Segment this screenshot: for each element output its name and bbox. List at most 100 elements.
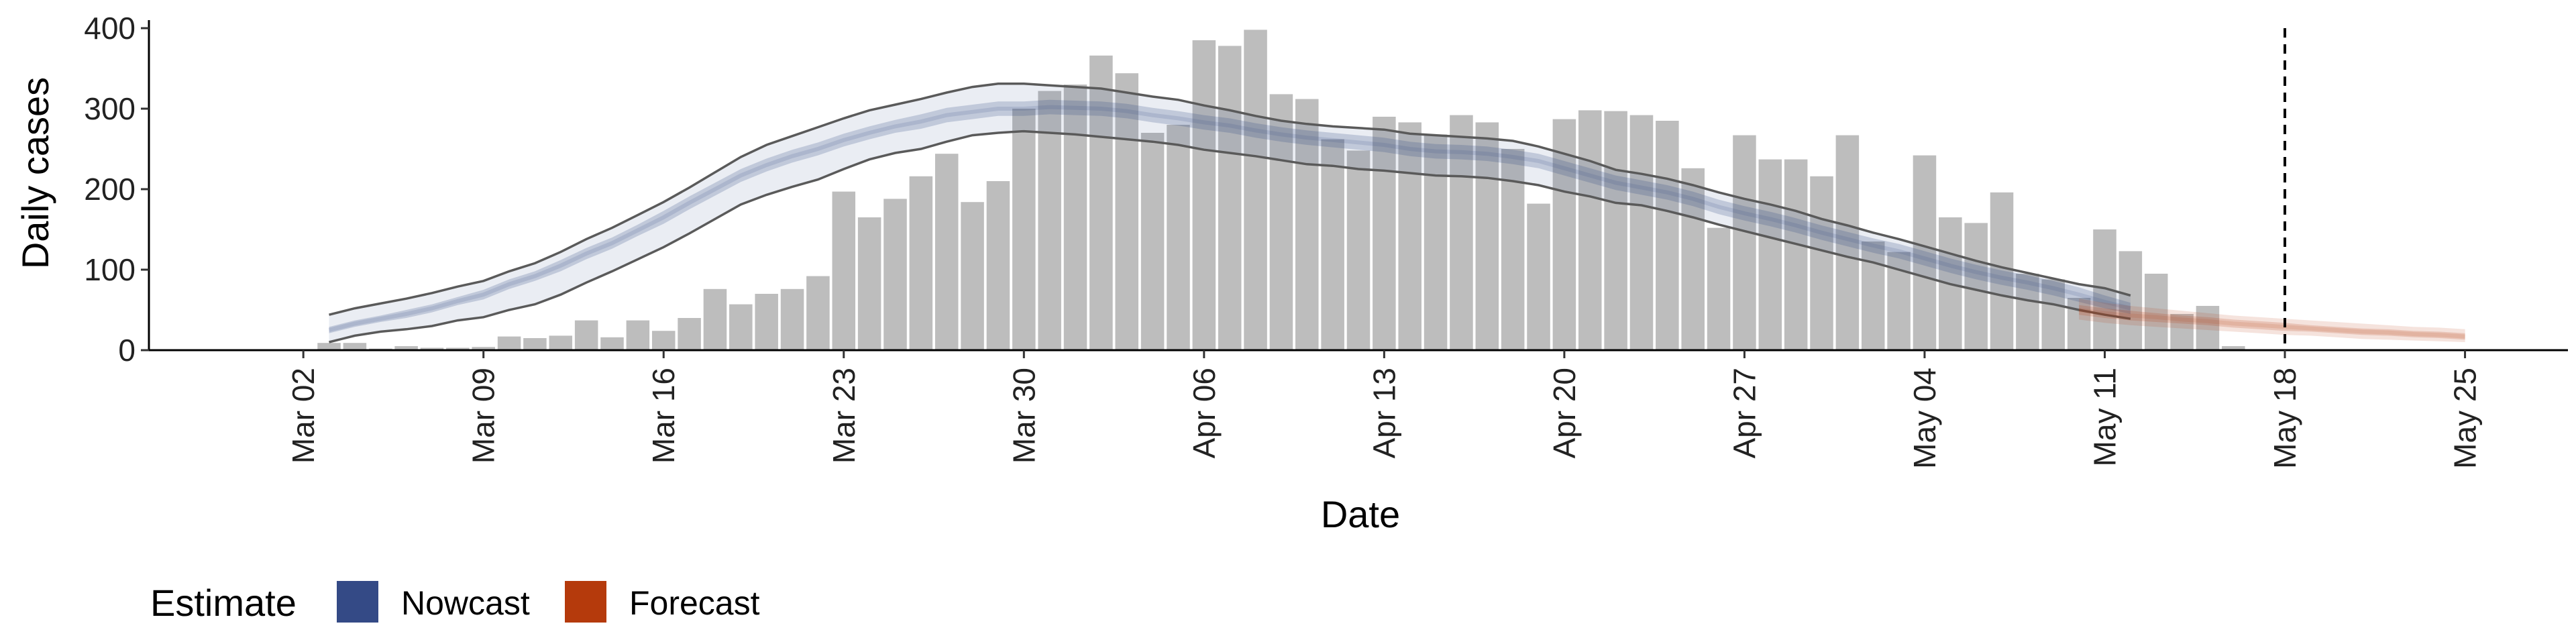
bar-62 bbox=[1913, 155, 1937, 350]
forecast-median-line bbox=[2078, 308, 2465, 339]
x-tick-label-1: Mar 09 bbox=[466, 368, 501, 464]
bar-64 bbox=[1964, 223, 1988, 350]
bar-49 bbox=[1578, 110, 1602, 350]
bar-72 bbox=[2170, 314, 2194, 350]
bar-18 bbox=[780, 288, 804, 350]
x-tick-label-7: Apr 20 bbox=[1547, 368, 1582, 459]
bar-55 bbox=[1733, 135, 1756, 350]
bar-24 bbox=[934, 154, 959, 350]
bar-67 bbox=[2041, 279, 2065, 350]
bar-71 bbox=[2144, 274, 2168, 350]
bar-1 bbox=[343, 343, 367, 350]
bar-68 bbox=[2067, 298, 2091, 350]
legend-label-forecast: Forecast bbox=[629, 584, 760, 622]
bar-44 bbox=[1450, 115, 1473, 350]
bar-16 bbox=[729, 304, 753, 350]
bar-33 bbox=[1167, 125, 1190, 350]
bar-65 bbox=[1990, 192, 2014, 350]
nowcast-upper-90-line bbox=[329, 83, 2131, 316]
bar-37 bbox=[1269, 94, 1293, 350]
bar-22 bbox=[883, 199, 907, 350]
x-tick-label-0: Mar 02 bbox=[286, 368, 321, 464]
bar-35 bbox=[1218, 46, 1242, 350]
bar-5 bbox=[446, 347, 470, 350]
x-tick-label-8: Apr 27 bbox=[1727, 368, 1762, 459]
nowcast-band-90 bbox=[329, 83, 2131, 343]
x-tick-label-11: May 18 bbox=[2267, 368, 2302, 469]
bar-11 bbox=[600, 337, 624, 350]
bar-0 bbox=[317, 343, 341, 350]
bar-3 bbox=[394, 346, 418, 350]
bar-34 bbox=[1192, 40, 1216, 350]
bar-54 bbox=[1707, 227, 1731, 350]
bar-48 bbox=[1552, 119, 1576, 350]
x-tick-label-12: May 25 bbox=[2448, 368, 2483, 469]
x-tick-label-4: Mar 30 bbox=[1006, 368, 1041, 464]
x-tick-label-10: May 11 bbox=[2087, 368, 2122, 466]
bar-38 bbox=[1295, 99, 1319, 350]
x-tick-label-6: Apr 13 bbox=[1366, 368, 1401, 459]
bar-73 bbox=[2196, 306, 2220, 350]
bar-30 bbox=[1089, 55, 1113, 350]
y-tick-label-1: 100 bbox=[84, 252, 136, 287]
y-tick-label-0: 0 bbox=[118, 333, 136, 368]
x-tick-label-3: Mar 23 bbox=[826, 368, 861, 464]
bar-59 bbox=[1835, 135, 1860, 350]
nowcast-band-50 bbox=[329, 99, 2131, 333]
bar-25 bbox=[961, 202, 984, 350]
y-tick-label-2: 200 bbox=[84, 172, 136, 207]
bar-31 bbox=[1115, 73, 1139, 350]
bar-21 bbox=[857, 217, 881, 350]
bar-19 bbox=[806, 276, 830, 350]
bar-74 bbox=[2222, 346, 2245, 350]
bar-70 bbox=[2118, 251, 2143, 350]
x-tick-label-9: May 04 bbox=[1907, 368, 1942, 469]
bar-47 bbox=[1527, 203, 1550, 350]
bar-7 bbox=[497, 336, 521, 350]
y-tick-label-4: 400 bbox=[84, 11, 136, 46]
bar-32 bbox=[1140, 133, 1165, 350]
bar-6 bbox=[472, 347, 495, 350]
legend-swatch-forecast bbox=[565, 581, 606, 623]
bar-8 bbox=[523, 338, 547, 350]
bar-10 bbox=[574, 320, 598, 350]
estimate-ribbons-layer bbox=[328, 83, 2465, 343]
y-axis-title: Daily cases bbox=[14, 77, 56, 269]
x-tick-label-2: Mar 16 bbox=[646, 368, 681, 464]
bar-50 bbox=[1604, 111, 1627, 350]
legend-title: Estimate bbox=[150, 582, 297, 624]
bar-58 bbox=[1810, 176, 1833, 350]
bar-51 bbox=[1629, 115, 1654, 350]
bar-23 bbox=[909, 176, 933, 350]
forecast-band-50 bbox=[2079, 305, 2465, 340]
bar-36 bbox=[1244, 30, 1267, 350]
bar-41 bbox=[1373, 117, 1396, 350]
bar-52 bbox=[1656, 121, 1679, 350]
bar-39 bbox=[1321, 139, 1344, 350]
bar-56 bbox=[1758, 159, 1782, 350]
nowcast-lower-90-line bbox=[329, 129, 2131, 343]
legend: Estimate Nowcast Forecast bbox=[150, 581, 760, 624]
x-tick-label-5: Apr 06 bbox=[1187, 368, 1222, 459]
legend-swatch-nowcast bbox=[337, 581, 378, 623]
legend-label-nowcast: Nowcast bbox=[401, 584, 530, 622]
bar-57 bbox=[1784, 159, 1808, 350]
bar-53 bbox=[1681, 168, 1705, 350]
bar-40 bbox=[1346, 150, 1371, 350]
axes-layer: 0 100 200 300 400 Mar 02 Mar 09 Mar 16 Mar 23 Mar… bbox=[84, 11, 2568, 469]
bar-66 bbox=[2016, 274, 2039, 350]
bar-20 bbox=[832, 191, 856, 350]
bar-2 bbox=[368, 348, 392, 350]
bar-12 bbox=[626, 320, 650, 350]
bar-29 bbox=[1063, 85, 1087, 350]
bar-60 bbox=[1861, 241, 1885, 350]
y-tick-label-3: 300 bbox=[84, 91, 136, 126]
bar-27 bbox=[1012, 109, 1036, 350]
bar-9 bbox=[549, 335, 573, 350]
bar-26 bbox=[986, 181, 1010, 350]
bar-14 bbox=[678, 318, 701, 350]
forecast-band-90 bbox=[2079, 299, 2465, 342]
nowcast-median-line bbox=[328, 105, 2131, 332]
bar-17 bbox=[755, 294, 778, 350]
